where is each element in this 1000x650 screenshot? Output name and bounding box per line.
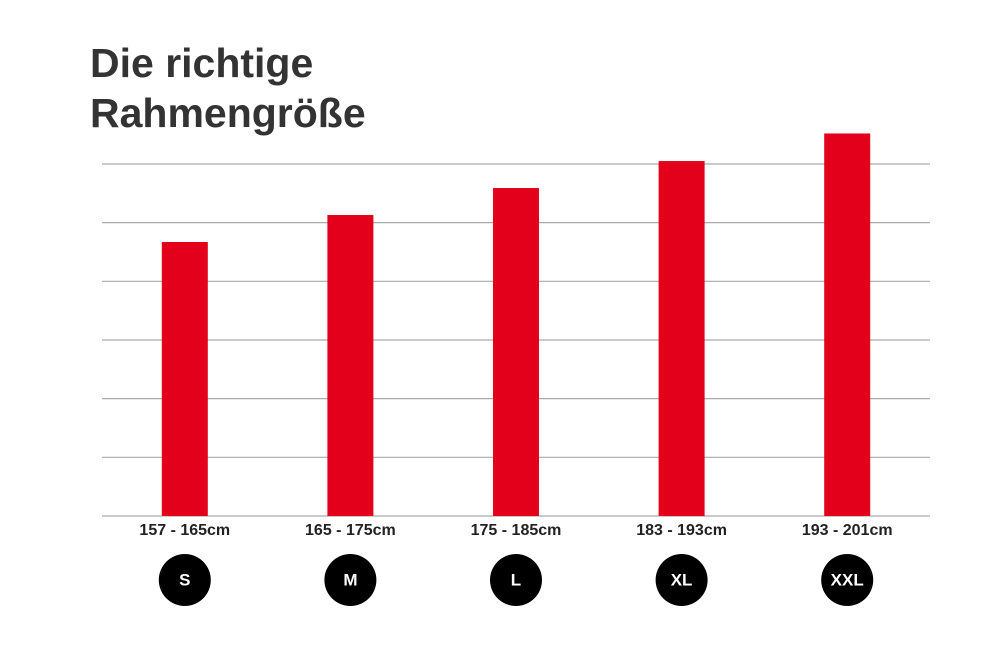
bar — [824, 133, 871, 516]
size-badge — [158, 554, 211, 606]
x-tick-label: 183 - 193cm — [636, 522, 727, 539]
chart-title: Die richtige Rahmengröße — [90, 40, 366, 136]
size-label: XL — [671, 570, 693, 589]
size-label: XXL — [831, 570, 864, 589]
x-tick-label: 193 - 201cm — [802, 522, 893, 539]
x-tick-label: 175 - 185cm — [471, 522, 562, 539]
bar — [658, 161, 705, 516]
size-badge — [821, 554, 874, 606]
x-tick-label: 157 - 165cm — [139, 522, 230, 539]
bar — [161, 242, 208, 516]
size-badge — [324, 554, 377, 606]
size-label: S — [179, 570, 190, 589]
size-label: M — [343, 570, 357, 589]
bar — [493, 188, 539, 516]
bar — [327, 215, 374, 517]
size-badge — [490, 554, 542, 606]
x-tick-label: 165 - 175cm — [305, 522, 396, 539]
size-label: L — [511, 570, 521, 589]
size-badge — [655, 554, 708, 606]
